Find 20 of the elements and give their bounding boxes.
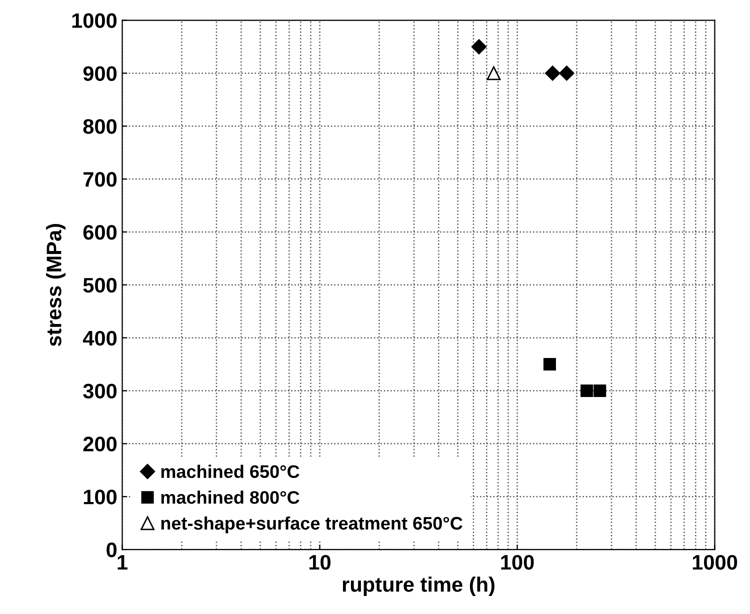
legend-label: machined 800°C [161, 490, 300, 504]
y-tick-label: 400 [82, 330, 117, 346]
y-tick-label: 900 [83, 66, 117, 81]
x-tick-label: 100 [501, 554, 534, 570]
y-axis-title: stress (MPa) [46, 224, 66, 346]
y-tick-label: 1000 [72, 13, 117, 28]
x-axis-title: rupture time (h) [342, 576, 494, 596]
y-tick-label: 300 [83, 384, 117, 399]
y-tick-label: 200 [83, 436, 117, 452]
legend-label: net-shape+surface treatment 650°C [161, 516, 462, 534]
x-tick-label: 1000 [692, 554, 738, 570]
y-tick-label: 0 [106, 542, 117, 558]
legend-label: machined 650°C [161, 464, 300, 478]
x-tick-label: 1 [118, 555, 128, 570]
y-tick-label: 700 [84, 172, 117, 187]
x-tick-label: 10 [309, 554, 330, 570]
y-tick-label: 100 [84, 490, 117, 504]
y-tick-label: 800 [83, 119, 117, 134]
y-tick-label: 500 [83, 278, 117, 293]
y-tick-label: 600 [83, 224, 117, 240]
